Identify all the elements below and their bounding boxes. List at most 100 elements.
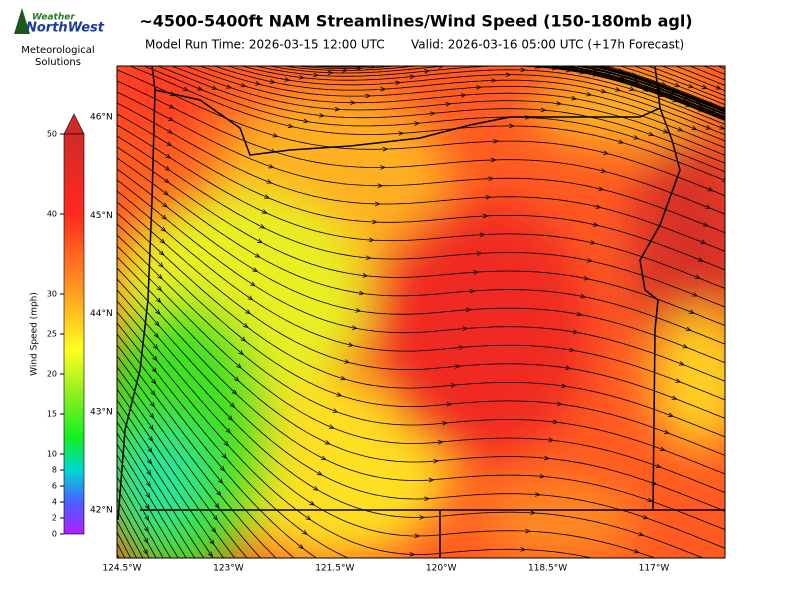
stream-arrow xyxy=(482,59,487,63)
model-run: Model Run Time: 2026-03-15 12:00 UTC xyxy=(145,38,385,52)
lon-label: 120°W xyxy=(426,564,457,574)
stream-arrow xyxy=(509,53,514,57)
streamline xyxy=(117,355,277,558)
colorbar-tick-label: 20 xyxy=(47,370,57,379)
stream-arrow xyxy=(467,57,472,61)
streamline xyxy=(117,179,725,382)
stream-arrow xyxy=(426,59,431,63)
streamline xyxy=(521,66,725,121)
streamline xyxy=(117,102,725,252)
streamline xyxy=(227,66,725,130)
colorbar-tick-label: 15 xyxy=(47,410,57,419)
colorbar-label: Wind Speed (mph) xyxy=(30,292,40,376)
streamline xyxy=(535,66,725,121)
streamline xyxy=(199,66,725,142)
stream-arrow xyxy=(551,57,556,61)
streamline xyxy=(117,432,196,558)
stream-arrow xyxy=(454,58,459,62)
streamline xyxy=(410,66,725,114)
streamline xyxy=(117,487,157,558)
lon-label: 118.5°W xyxy=(528,564,567,574)
streamline xyxy=(354,66,725,111)
lat-label: 44°N xyxy=(90,309,113,319)
colorbar-tick-label: 25 xyxy=(47,330,57,339)
streamline xyxy=(117,190,725,401)
streamline xyxy=(117,157,725,345)
lon-label: 117°W xyxy=(639,564,670,574)
stream-arrow xyxy=(563,61,568,65)
streamline xyxy=(117,520,138,558)
streamline xyxy=(143,66,725,173)
streamline xyxy=(117,289,705,558)
streamline xyxy=(452,66,725,119)
streamline xyxy=(117,135,725,308)
valid-time: Valid: 2026-03-16 05:00 UTC (+17h Foreca… xyxy=(411,38,684,52)
streamline xyxy=(661,66,725,92)
stream-arrow xyxy=(453,61,458,65)
streamline xyxy=(117,366,262,558)
streamline xyxy=(117,531,132,558)
streamline xyxy=(117,377,248,558)
colorbar-tick-label: 2 xyxy=(52,514,57,523)
title: ~4500-5400ft NAM Streamlines/Wind Speed … xyxy=(139,12,692,31)
streamline xyxy=(117,443,187,558)
streamline xyxy=(549,66,725,119)
streamline xyxy=(117,267,725,531)
colorbar-tick-label: 30 xyxy=(47,290,57,299)
streamline xyxy=(117,146,725,326)
streamline xyxy=(689,66,725,81)
streamline xyxy=(117,113,725,271)
logo-caption: Solutions xyxy=(35,57,81,68)
stream-arrow xyxy=(398,61,403,65)
colorbar-extend xyxy=(63,113,85,135)
colorbar-tick-label: 6 xyxy=(52,482,57,491)
lon-label: 123°W xyxy=(213,564,244,574)
streamline xyxy=(213,66,725,136)
stream-arrow xyxy=(496,60,501,64)
colorbar-tick-label: 4 xyxy=(52,498,57,507)
streamline xyxy=(117,300,656,558)
colorbar-tick-label: 0 xyxy=(52,530,57,539)
streamline xyxy=(563,66,725,118)
streamline xyxy=(396,66,725,113)
streamline xyxy=(117,476,164,558)
lat-label: 42°N xyxy=(90,506,113,516)
streamline xyxy=(117,124,725,289)
streamline xyxy=(117,509,144,558)
streamline xyxy=(117,212,725,438)
streamline xyxy=(117,388,236,558)
streamline xyxy=(117,542,126,558)
streamline xyxy=(117,421,205,558)
streamline xyxy=(129,66,725,181)
stream-arrow xyxy=(537,55,542,59)
colorbar-tick-label: 50 xyxy=(47,130,57,139)
streamline xyxy=(368,66,725,111)
streamline xyxy=(117,465,171,558)
lon-label: 124.5°W xyxy=(102,564,141,574)
streamline xyxy=(117,256,725,512)
streamline xyxy=(438,66,725,117)
streamline xyxy=(117,454,179,558)
streamline xyxy=(647,66,725,97)
streamline xyxy=(117,322,350,558)
stream-arrow xyxy=(523,53,528,57)
logo-caption: Meteorological xyxy=(21,45,94,56)
stream-arrow xyxy=(495,54,500,58)
stream-arrow xyxy=(577,62,582,66)
colorbar-tick-label: 40 xyxy=(47,210,57,219)
stream-arrow xyxy=(510,61,515,65)
stream-arrow xyxy=(412,60,417,64)
streamline xyxy=(117,201,725,419)
lat-label: 45°N xyxy=(90,211,113,221)
logo: Weather NorthWest Meteorological Solutio… xyxy=(14,8,105,68)
streamline xyxy=(117,311,594,558)
streamline xyxy=(619,66,725,106)
streamline xyxy=(605,66,725,109)
streamline xyxy=(117,333,318,558)
streamline xyxy=(117,234,725,475)
lat-label: 43°N xyxy=(90,407,113,417)
stream-arrow xyxy=(440,59,445,63)
streamline xyxy=(117,344,295,558)
